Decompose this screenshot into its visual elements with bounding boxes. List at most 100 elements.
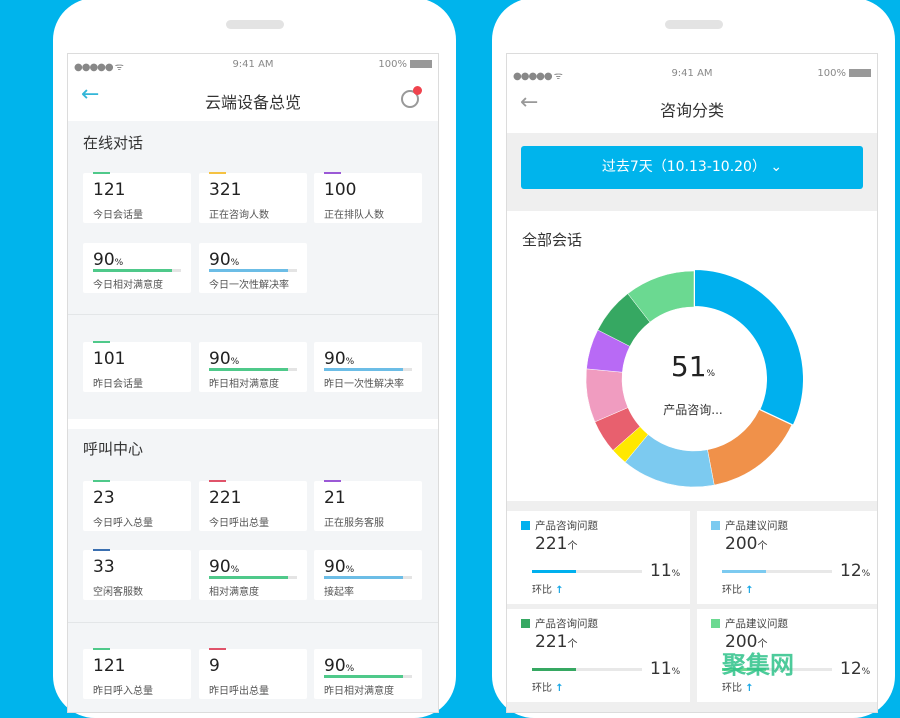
stat-value: 100 [324,180,356,200]
ring-label: 环比 [532,683,552,694]
arrow-left-icon[interactable]: ← [81,82,100,107]
stat-value: 90% [209,557,239,577]
category-card[interactable]: 产品建议问题 200个 12% 环比 ↑ [697,609,877,702]
stat-value: 321 [209,180,241,200]
battery: 100% [817,68,871,79]
progress-fill [209,368,289,371]
section-title: 在线对话 [83,134,144,152]
legend-swatch [711,619,720,628]
date-range-dropdown[interactable]: 过去7天（10.13-10.20） ⌄ [521,146,863,189]
stat-value: 90% [324,349,354,369]
stat-value: 9 [209,656,220,676]
stat-value: 90% [93,250,123,270]
legend-swatch [711,521,720,530]
consult-category-screen: ●●●●● ᯤ 9:41 AM 100% ← 咨询分类 过去7天（10.13-1… [506,53,878,713]
arrow-up-icon: ↑ [745,683,754,694]
section-title: 呼叫中心 [83,440,144,458]
percent-unit: % [861,569,871,579]
battery-icon [849,69,871,77]
speaker [664,20,723,29]
unit: % [345,664,355,674]
category-card[interactable]: 产品咨询问题 221个 11% 环比 ↑ [507,609,690,702]
stat-label: 正在排队人数 [324,210,384,221]
status-time: 9:41 AM [232,59,274,70]
accent-line [324,172,341,174]
device-overview-screen: ●●●●● ᯤ 9:41 AM 100% ← 云端设备总览 在线对话 呼叫中心 … [67,53,439,713]
stat-label: 昨日相对满意度 [209,379,279,390]
arrow-left-icon[interactable]: ← [520,90,539,115]
progress-fill [722,570,766,573]
battery-level: 100% [817,68,846,79]
donut-center-label: 产品咨询... [663,403,723,417]
donut-segment[interactable] [627,270,695,323]
progress-fill [93,269,173,272]
unit: % [230,565,240,575]
page-title: 咨询分类 [659,101,724,120]
stat-card: 90% 相对满意度 [199,550,307,600]
count-unit: 个 [757,541,768,552]
stat-label: 正在服务客服 [324,518,384,529]
donut-segment[interactable] [707,409,793,486]
stat-label: 今日呼出总量 [209,518,269,529]
legend-swatch [521,521,530,530]
progress-bar [209,269,297,272]
progress-fill [532,570,576,573]
headset-icon[interactable] [401,86,422,108]
value: 90 [324,557,346,577]
value: 90 [209,557,231,577]
stat-value: 121 [93,656,125,676]
category-count: 200个 [725,632,767,652]
percent-unit: % [861,667,871,677]
category-name: 产品建议问题 [725,618,788,630]
percent-unit: % [671,667,681,677]
speaker [225,20,284,29]
progress-bar [324,576,412,579]
value: 90 [209,250,231,270]
accent-line [209,172,226,174]
status-time: 9:41 AM [671,68,713,79]
count-unit: 个 [567,639,578,650]
category-percent: 12% [840,561,870,581]
stat-value: 23 [93,488,115,508]
category-count: 221个 [535,632,577,652]
stat-value: 90% [209,349,239,369]
stat-value: 221 [209,488,241,508]
value: 23 [93,488,115,508]
unit: % [345,565,355,575]
value: 9 [209,656,220,676]
divider [68,622,438,623]
stat-card: 90% 昨日相对满意度 [199,342,307,392]
value: 321 [209,180,242,200]
ring-compare: 环比 ↑ [532,679,564,694]
stat-card: 21 正在服务客服 [314,480,422,531]
value: 221 [209,488,242,508]
stat-card: 23 今日呼入总量 [83,480,191,531]
percent: 11 [650,659,672,679]
stat-label: 今日一次性解决率 [209,280,289,291]
stat-card: 221 今日呼出总量 [199,480,307,531]
signal-icon: ●●●●● ᯤ [74,62,124,73]
signal-icon: ●●●●● ᯤ [513,71,563,82]
stat-value: 101 [93,349,125,369]
progress-fill [532,668,576,671]
count-unit: 个 [567,541,578,552]
value: 33 [93,557,115,577]
category-card[interactable]: 产品建议问题 200个 12% 环比 ↑ [697,511,877,604]
stat-card: 100 正在排队人数 [314,172,422,223]
category-percent: 12% [840,659,870,679]
category-card[interactable]: 产品咨询问题 221个 11% 环比 ↑ [507,511,690,604]
stat-value: 90% [209,250,239,270]
stat-card: 101 昨日会话量 [83,341,191,392]
notification-dot [413,86,422,95]
progress-fill [324,576,404,579]
percent: 12 [840,659,862,679]
progress-bar [324,675,412,678]
donut-segment[interactable] [693,269,804,428]
accent-line [93,172,110,174]
value: 101 [93,349,126,369]
stat-label: 昨日会话量 [93,379,143,390]
status-bar: ●●●●● ᯤ 9:41 AM 100% [68,59,438,75]
unit: % [345,357,355,367]
progress-bar [324,368,412,371]
accent-line [93,341,110,343]
